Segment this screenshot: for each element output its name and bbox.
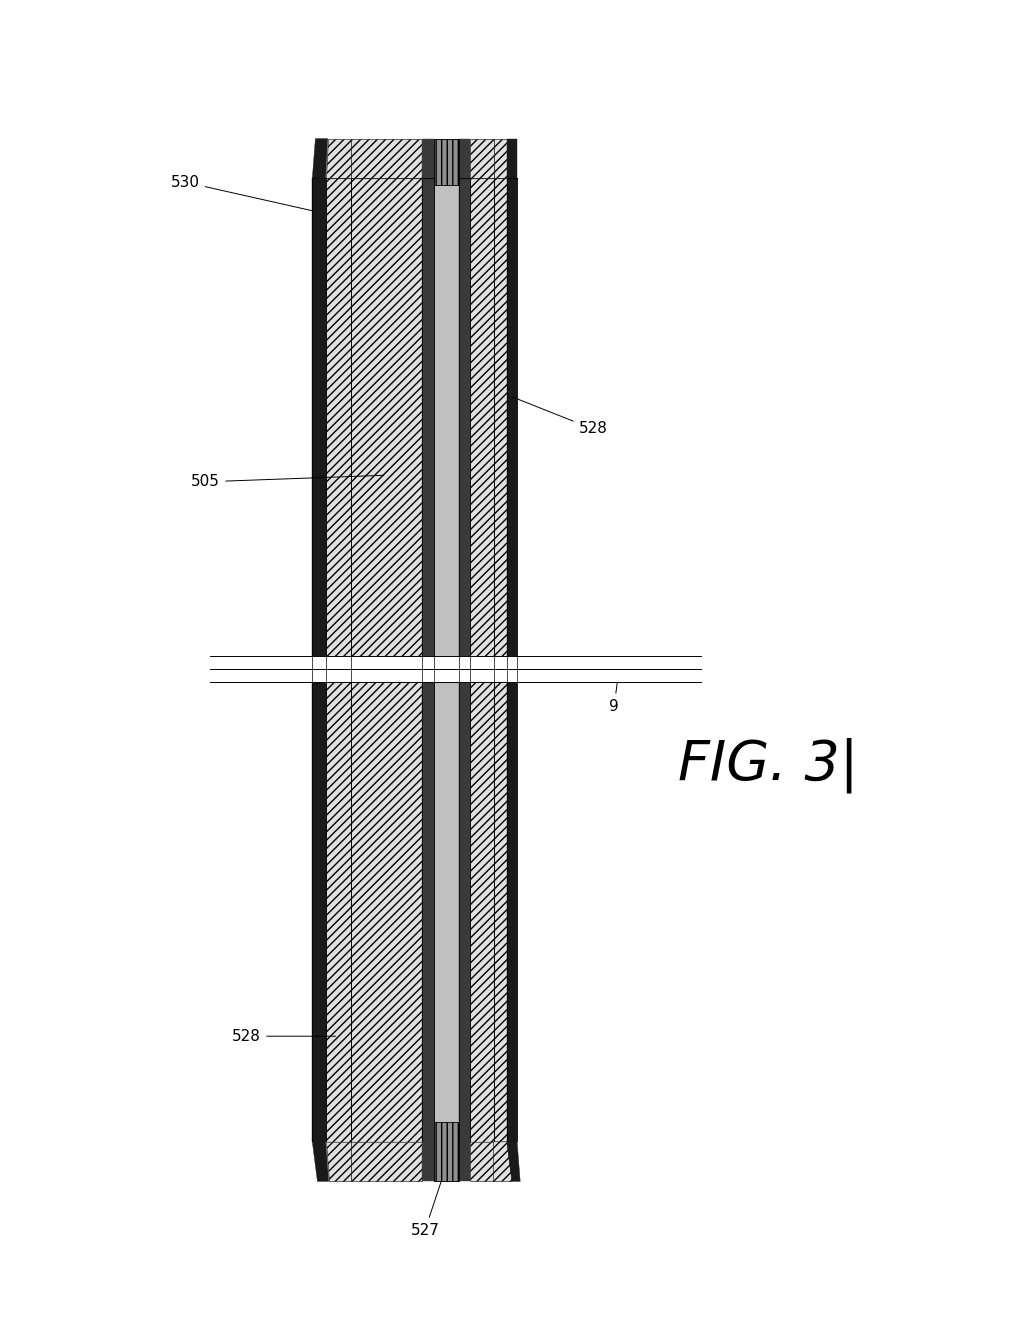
Text: Oct. 30, 2008  Sheet 31 of 36: Oct. 30, 2008 Sheet 31 of 36 — [328, 30, 532, 44]
Bar — [326, 178, 351, 1142]
Polygon shape — [434, 1142, 459, 1181]
Bar — [459, 178, 470, 1142]
Polygon shape — [312, 139, 328, 178]
Bar — [312, 178, 326, 1142]
Polygon shape — [494, 139, 507, 178]
Text: 530: 530 — [171, 174, 311, 211]
Bar — [494, 178, 507, 1142]
Bar — [434, 178, 459, 1142]
Text: Patent Application Publication: Patent Application Publication — [82, 30, 297, 44]
Bar — [0, 1142, 1024, 1168]
Text: 528: 528 — [513, 397, 607, 437]
Text: 501: 501 — [452, 100, 481, 156]
Bar — [351, 178, 422, 1142]
Bar — [434, 1122, 459, 1181]
Polygon shape — [459, 139, 470, 178]
Polygon shape — [459, 1142, 470, 1181]
Bar — [0, 20, 1024, 152]
Text: 9: 9 — [609, 668, 620, 714]
Polygon shape — [351, 1142, 422, 1181]
Polygon shape — [351, 139, 422, 178]
Bar — [470, 178, 494, 1142]
Bar — [422, 178, 434, 1142]
Polygon shape — [470, 1142, 494, 1181]
Text: 504: 504 — [349, 100, 426, 157]
Polygon shape — [494, 1142, 512, 1181]
Polygon shape — [326, 1142, 351, 1181]
Bar — [0, 656, 1024, 682]
Text: US 2008/0267244 A1: US 2008/0267244 A1 — [845, 30, 993, 44]
Polygon shape — [422, 1142, 434, 1181]
Bar — [507, 178, 517, 1142]
Polygon shape — [470, 139, 494, 178]
Text: 528: 528 — [232, 1028, 336, 1044]
Polygon shape — [326, 139, 351, 178]
Polygon shape — [422, 139, 434, 178]
Polygon shape — [312, 1142, 329, 1181]
Text: 527: 527 — [411, 1168, 445, 1238]
Text: 507: 507 — [191, 656, 348, 672]
Text: FIG. 3|: FIG. 3| — [678, 738, 858, 793]
Text: 502: 502 — [383, 82, 444, 149]
Polygon shape — [434, 139, 459, 178]
Bar — [434, 139, 459, 185]
Polygon shape — [507, 139, 517, 178]
Text: 505: 505 — [191, 474, 384, 490]
Polygon shape — [507, 1142, 520, 1181]
